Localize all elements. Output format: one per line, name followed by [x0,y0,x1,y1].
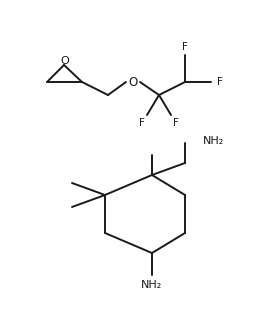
Text: NH₂: NH₂ [203,136,224,146]
Text: F: F [173,118,179,128]
Text: F: F [217,77,223,87]
Text: O: O [128,76,138,89]
Text: O: O [60,56,69,66]
Text: F: F [182,42,188,52]
Text: F: F [139,118,145,128]
Text: NH₂: NH₂ [141,280,163,290]
